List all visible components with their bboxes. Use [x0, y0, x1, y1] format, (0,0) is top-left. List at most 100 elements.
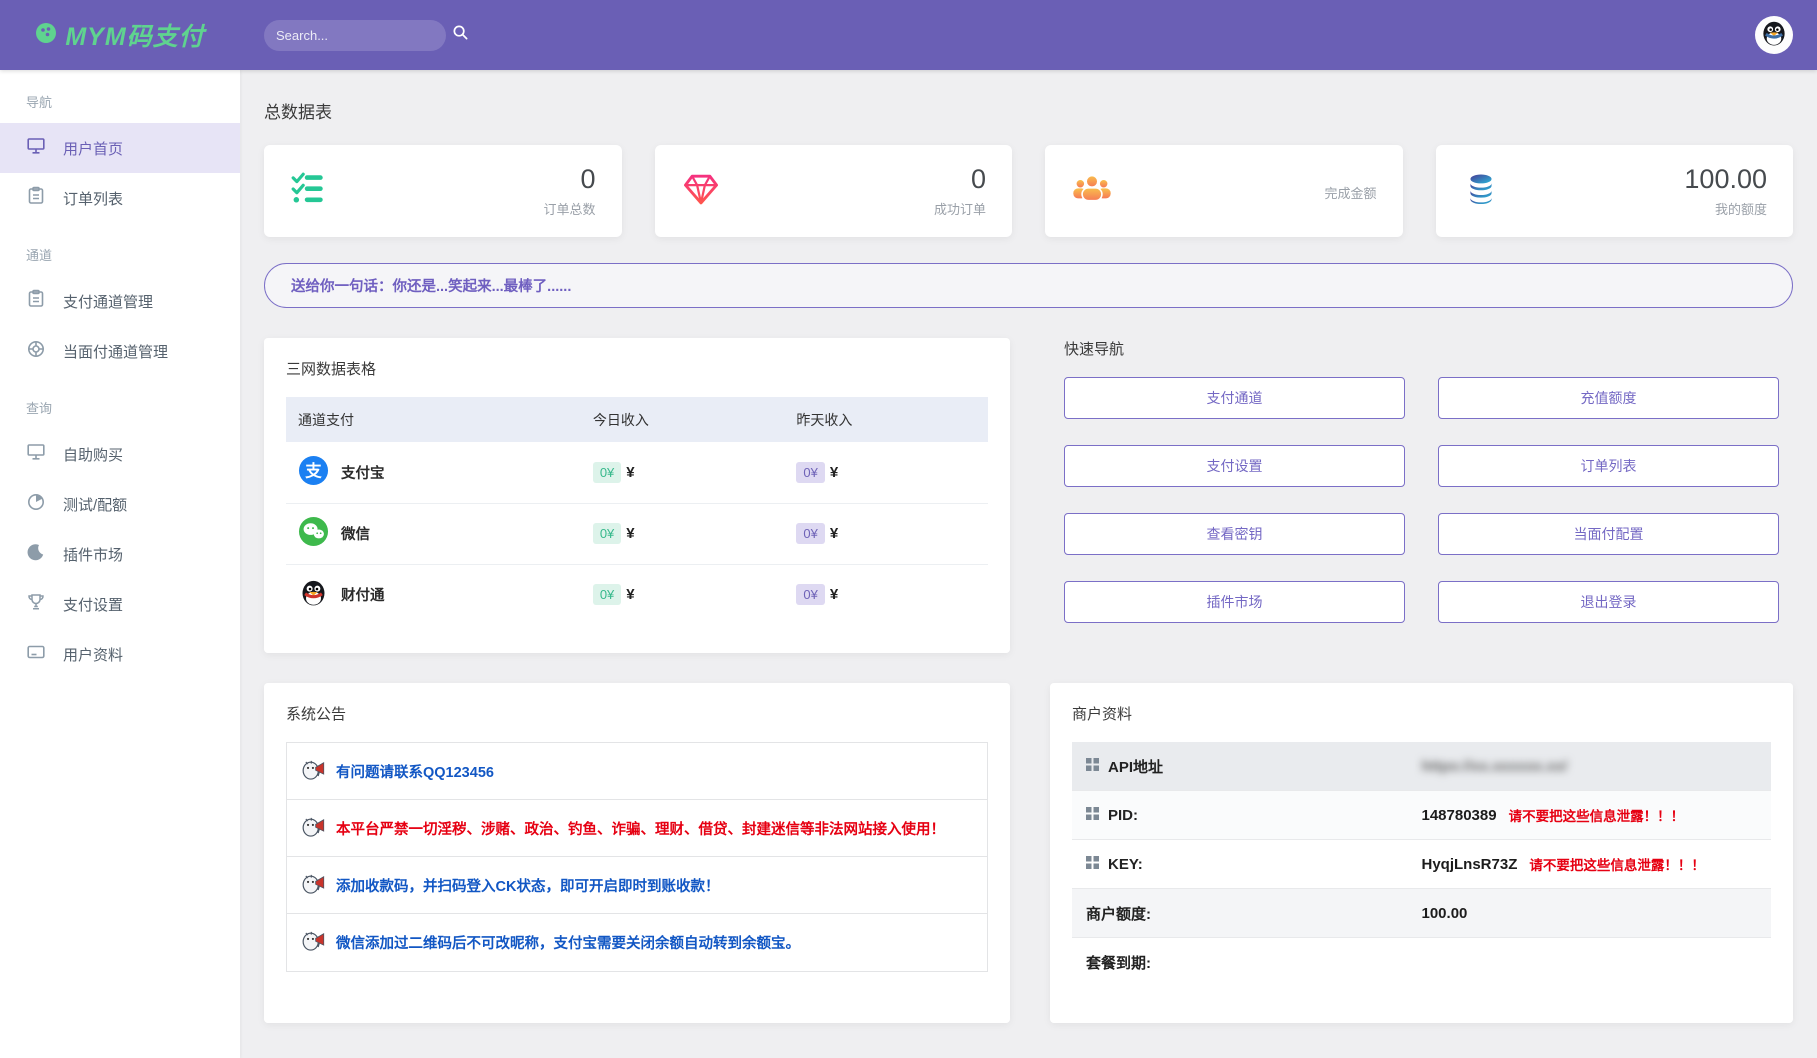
- channel-name: 微信: [341, 527, 370, 543]
- quicknav-recharge-quota-button[interactable]: 充值额度: [1438, 377, 1779, 419]
- sidebar-item-test-quota[interactable]: 测试/配额: [0, 479, 240, 529]
- channel-name: 支付宝: [341, 465, 385, 482]
- today-income-badge: 0¥: [592, 584, 622, 606]
- announcement-item[interactable]: 本平台严禁一切淫秽、涉赌、政治、钓鱼、诈骗、理财、借贷、封建迷信等非法网站接入使…: [287, 800, 987, 857]
- sidebar-item-pay-settings[interactable]: 支付设置: [0, 579, 240, 629]
- channels-table: 通道支付 今日收入 昨天收入 支 支付宝 0¥ ¥ 0¥ ¥: [286, 397, 988, 625]
- quicknav-order-list-button[interactable]: 订单列表: [1438, 445, 1779, 487]
- merchant-row-api: API地址 https://xx.xxxxxx.xx/: [1072, 742, 1771, 791]
- announcement-item[interactable]: 有问题请联系QQ123456: [287, 743, 987, 800]
- yesterday-income-badge: 0¥: [796, 523, 825, 544]
- main-content: 总数据表 0 订单总数 0 成功订单: [240, 70, 1817, 1058]
- announcement-text: 有问题请联系QQ123456: [336, 764, 494, 781]
- checklist-icon: [290, 170, 328, 213]
- stat-card-my-quota: 100.00 我的额度: [1435, 145, 1793, 237]
- announcements-card: 系统公告 有问题请联系QQ123456 本平台严禁一切淫秽、涉赌、政治、钓鱼、诈…: [264, 683, 1010, 1023]
- search-icon[interactable]: [452, 24, 469, 46]
- clipboard-icon: [26, 289, 46, 313]
- sidebar-item-label: 自助购买: [63, 446, 124, 464]
- pid-value: 148780389: [1421, 806, 1497, 824]
- sidebar-item-plugin-market[interactable]: 插件市场: [0, 529, 240, 579]
- sidebar-item-label: 插件市场: [63, 546, 124, 564]
- quicknav-view-key-button[interactable]: 查看密钥: [1064, 513, 1405, 555]
- tenpay-penguin-icon: [298, 577, 329, 612]
- page-title: 总数据表: [264, 103, 332, 122]
- nav-section-label: 通道: [26, 248, 53, 263]
- stat-label: 我的额度: [1714, 201, 1767, 217]
- search-input[interactable]: [276, 27, 452, 43]
- leak-warning: 请不要把这些信息泄露！！！: [1508, 809, 1685, 824]
- search-box[interactable]: [264, 19, 468, 51]
- announcement-item[interactable]: 添加收款码，并扫码登入CK状态，即可开启即时到账收款！: [287, 857, 987, 914]
- moon-icon: [26, 542, 46, 566]
- grid-icon: [1086, 855, 1099, 873]
- merchant-label: 商户额度:: [1086, 905, 1151, 923]
- merchant-card: 商户资料 API地址 https://xx.xxxxxx.xx/ PID: 14…: [1050, 683, 1793, 1023]
- database-icon: [1462, 170, 1500, 213]
- currency-unit: ¥: [626, 525, 635, 542]
- diamond-icon: [681, 169, 721, 214]
- stat-card-total-orders: 0 订单总数: [264, 145, 622, 237]
- sidebar-item-pay-channel-mgmt[interactable]: 支付通道管理: [0, 276, 240, 326]
- merchant-row-quota: 商户额度: 100.00: [1072, 889, 1771, 938]
- channel-name: 财付通: [341, 588, 385, 605]
- stat-value: 0: [580, 164, 596, 195]
- stats-row: 0 订单总数 0 成功订单 完成金额: [264, 145, 1793, 237]
- merchant-label: KEY:: [1108, 855, 1143, 873]
- announcement-item[interactable]: 微信添加过二维码后不可改昵称，支付宝需要关闭余额自动转到余额宝。: [287, 914, 987, 971]
- sidebar-item-label: 支付通道管理: [63, 293, 154, 311]
- today-income-badge: 0¥: [592, 461, 622, 483]
- sidebar-item-user-home[interactable]: 用户首页: [0, 123, 240, 173]
- svg-text:支: 支: [304, 461, 322, 480]
- today-income-badge: 0¥: [592, 523, 622, 544]
- merchant-row-package-expiry: 套餐到期:: [1072, 938, 1771, 987]
- grid-icon: [1086, 806, 1099, 824]
- clipboard-icon: [26, 186, 46, 210]
- quick-nav-section: 快速导航 支付通道 充值额度 支付设置 订单列表 查看密钥 当面付配置 插件市场…: [1050, 338, 1793, 653]
- channels-title: 三网数据表格: [286, 361, 377, 378]
- quicknav-pay-channel-button[interactable]: 支付通道: [1064, 377, 1405, 419]
- sidebar-item-label: 支付设置: [63, 596, 124, 614]
- brand-logo[interactable]: MYM码支付: [0, 17, 240, 53]
- quicknav-f2f-config-button[interactable]: 当面付配置: [1438, 513, 1779, 555]
- announcement-text: 微信添加过二维码后不可改昵称，支付宝需要关闭余额自动转到余额宝。: [336, 936, 800, 952]
- quicknav-logout-button[interactable]: 退出登录: [1438, 581, 1779, 623]
- sidebar-item-label: 订单列表: [63, 190, 124, 208]
- channels-card: 三网数据表格 通道支付 今日收入 昨天收入 支 支付宝 0¥ ¥: [264, 338, 1010, 653]
- sidebar-nav: 导航 用户首页 订单列表 通道 支付通道管理 当面付通道管理 查询 自助购买 测…: [0, 70, 240, 1058]
- quote-banner: 送给你一句话：你还是...笑起来...最棒了......: [264, 263, 1793, 308]
- sidebar-item-label: 用户首页: [63, 140, 124, 158]
- leak-warning: 请不要把这些信息泄露！！！: [1529, 858, 1705, 873]
- stat-card-success-orders: 0 成功订单: [654, 145, 1012, 237]
- sidebar-item-self-purchase[interactable]: 自助购买: [0, 429, 240, 479]
- users-icon: [1071, 168, 1113, 215]
- monitor-icon: [26, 136, 46, 160]
- stat-label: 完成金额: [1324, 186, 1377, 201]
- quicknav-pay-settings-button[interactable]: 支付设置: [1064, 445, 1405, 487]
- announcement-text: 添加收款码，并扫码登入CK状态，即可开启即时到账收款！: [336, 878, 720, 895]
- announcement-text: 本平台严禁一切淫秽、涉赌、政治、钓鱼、诈骗、理财、借贷、封建迷信等非法网站接入使…: [336, 821, 945, 838]
- user-avatar[interactable]: [1755, 16, 1793, 54]
- megaphone-icon: [301, 927, 327, 958]
- col-header-today: 今日收入: [580, 397, 785, 442]
- sidebar-item-user-profile[interactable]: 用户资料: [0, 629, 240, 679]
- table-row-wechat: 微信 0¥ ¥ 0¥ ¥: [286, 503, 988, 565]
- qq-penguin-icon: [1759, 18, 1789, 53]
- merchant-row-pid: PID: 148780389 请不要把这些信息泄露！！！: [1072, 791, 1771, 840]
- sidebar-item-order-list[interactable]: 订单列表: [0, 173, 240, 223]
- pie-icon: [26, 492, 46, 516]
- trophy-icon: [26, 592, 46, 616]
- sidebar-item-f2f-channel-mgmt[interactable]: 当面付通道管理: [0, 326, 240, 376]
- currency-unit: ¥: [626, 463, 635, 481]
- nav-section-label: 查询: [26, 401, 53, 416]
- card-icon: [26, 642, 46, 666]
- stat-label: 订单总数: [543, 201, 596, 217]
- currency-unit: ¥: [626, 586, 635, 604]
- col-header-channel: 通道支付: [286, 397, 581, 442]
- wechat-icon: [298, 516, 329, 551]
- merchant-label: 套餐到期:: [1086, 955, 1151, 972]
- sidebar-item-label: 测试/配额: [63, 496, 128, 514]
- quicknav-plugin-market-button[interactable]: 插件市场: [1064, 581, 1405, 623]
- nav-section-label: 导航: [26, 95, 53, 110]
- brand-title: MYM码支付: [65, 23, 205, 51]
